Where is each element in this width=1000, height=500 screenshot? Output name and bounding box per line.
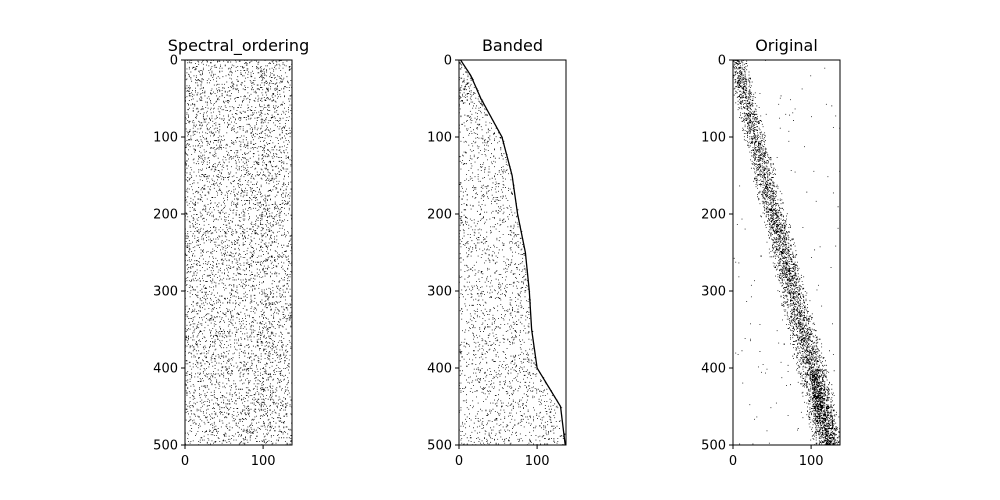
y-tick-label: 200 [701, 208, 726, 223]
y-tick-label: 500 [153, 439, 178, 454]
y-tick-label: 400 [701, 362, 726, 377]
x-tick-label: 0 [181, 454, 189, 469]
x-tick-label: 100 [799, 454, 824, 469]
y-tick-label: 300 [701, 285, 726, 300]
y-tick-label: 0 [444, 54, 452, 69]
image-area [185, 60, 292, 445]
y-tick-label: 100 [427, 131, 452, 146]
y-tick-label: 300 [153, 285, 178, 300]
subplot-title: Original [755, 36, 818, 55]
y-tick-label: 0 [170, 54, 178, 69]
y-tick-label: 300 [427, 285, 452, 300]
x-tick-label: 0 [455, 454, 463, 469]
x-tick-label: 100 [251, 454, 276, 469]
band-boundary-line [460, 59, 566, 446]
subplot-title: Banded [482, 36, 543, 55]
matrix-nonzero-entries [733, 60, 841, 446]
axes-frame [458, 59, 567, 446]
y-tick-label: 500 [427, 439, 452, 454]
axes-frame [184, 59, 293, 446]
matrix-nonzero-entries [185, 60, 293, 446]
y-tick-label: 100 [153, 131, 178, 146]
matrix-cells [733, 60, 841, 446]
x-tick-label: 0 [729, 454, 737, 469]
y-tick-label: 400 [427, 362, 452, 377]
y-tick-label: 100 [701, 131, 726, 146]
y-tick-label: 200 [427, 208, 452, 223]
matrix-cells [185, 60, 293, 446]
y-tick-label: 500 [701, 439, 726, 454]
axes-frame [732, 59, 841, 446]
y-tick-label: 0 [718, 54, 726, 69]
y-tick-label: 400 [153, 362, 178, 377]
y-tick-label: 200 [153, 208, 178, 223]
subplot-title: Spectral_ordering [168, 36, 309, 56]
x-tick-label: 100 [525, 454, 550, 469]
